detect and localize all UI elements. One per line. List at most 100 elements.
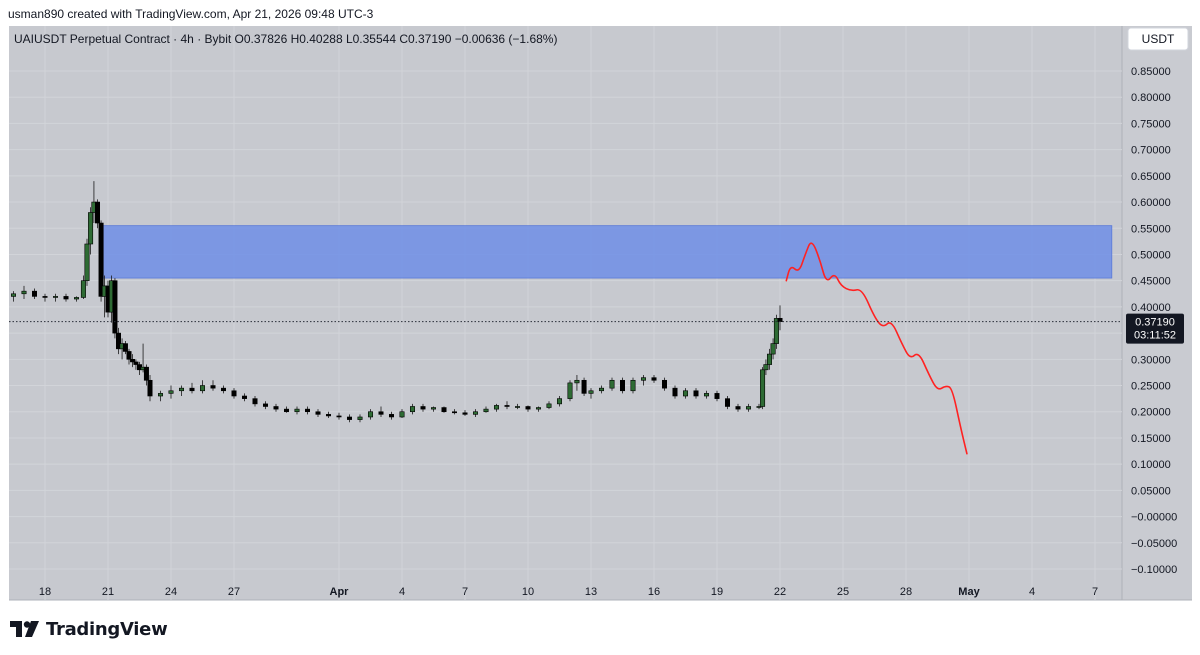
- candle: [262, 401, 268, 410]
- candle-body-down: [133, 361, 139, 365]
- candle: [158, 390, 164, 402]
- x-tick-label: May: [958, 586, 980, 598]
- candle: [567, 380, 573, 402]
- candle: [74, 296, 80, 302]
- candle-body-down: [112, 280, 118, 334]
- y-tick-label: 0.85000: [1131, 66, 1171, 78]
- candle: [504, 401, 510, 410]
- candle-body-up: [179, 387, 185, 392]
- candle-body-up: [546, 403, 552, 408]
- y-tick-label: 0.15000: [1131, 433, 1171, 445]
- bar-countdown: 03:11:52: [1134, 330, 1176, 342]
- x-tick-label: 13: [585, 586, 597, 598]
- candle: [409, 403, 415, 415]
- candle-body-up: [574, 379, 580, 384]
- y-tick-label: 0.60000: [1131, 197, 1171, 209]
- y-tick-label: −0.05000: [1131, 538, 1177, 550]
- candle-body-up: [703, 393, 709, 397]
- candle: [179, 385, 185, 397]
- candle-body-down: [346, 416, 352, 420]
- candle: [388, 411, 394, 420]
- candle: [21, 285, 27, 300]
- candle-body-down: [315, 411, 321, 415]
- candle-body-up: [21, 290, 27, 295]
- candle-body-down: [273, 406, 279, 410]
- candle-body-up: [609, 379, 615, 389]
- candle-body-down: [283, 408, 289, 413]
- currency-button[interactable]: USDT: [1127, 27, 1189, 51]
- candle-body-down: [714, 393, 720, 399]
- candle: [210, 380, 216, 391]
- candle: [126, 348, 132, 365]
- candle-body-up: [535, 407, 541, 410]
- candle: [581, 377, 587, 397]
- candle: [11, 291, 17, 302]
- candle-body-down: [31, 290, 37, 297]
- x-tick-label: 16: [648, 586, 660, 598]
- candle-body-up: [773, 318, 779, 344]
- candle-body-up: [756, 406, 762, 408]
- y-tick-label: 0.20000: [1131, 407, 1171, 419]
- candle-body-down: [98, 222, 104, 297]
- candle: [451, 409, 457, 415]
- y-tick-label: −0.00000: [1131, 512, 1177, 524]
- candle-body-down: [210, 385, 216, 389]
- candle-body-up: [588, 390, 594, 394]
- candle: [283, 406, 289, 413]
- candle: [420, 403, 426, 412]
- candle: [143, 364, 149, 386]
- y-tick-label: 0.05000: [1131, 485, 1171, 497]
- candle-body-down: [651, 377, 657, 381]
- candle: [378, 406, 384, 417]
- candle-body-down: [122, 343, 128, 352]
- x-tick-label: 18: [39, 586, 51, 598]
- tradingview-logo-icon: [10, 621, 39, 637]
- candle: [168, 385, 174, 399]
- candle-body-down: [252, 398, 258, 405]
- candle: [147, 375, 153, 402]
- tradingview-logo: TradingView: [10, 618, 168, 640]
- candle: [462, 410, 468, 416]
- candle: [200, 380, 206, 394]
- candle: [598, 385, 604, 394]
- candle-body-down: [325, 414, 331, 417]
- candle-body-down: [95, 201, 101, 224]
- candle: [773, 314, 779, 349]
- candle: [525, 405, 531, 412]
- candle: [640, 375, 646, 386]
- candle-body-up: [158, 393, 164, 397]
- candle: [367, 409, 373, 420]
- candle: [304, 406, 310, 415]
- candle-body-down: [378, 411, 384, 415]
- candle-body-down: [126, 351, 132, 360]
- candle-body-down: [451, 411, 457, 414]
- candle: [122, 340, 128, 355]
- candle-body-up: [430, 407, 436, 410]
- x-tick-label: 7: [462, 586, 468, 598]
- candle-body-down: [693, 390, 699, 397]
- x-tick-label: 4: [1029, 586, 1035, 598]
- candle-body-up: [52, 296, 58, 298]
- candle-body-down: [504, 405, 510, 407]
- candle-body-down: [777, 317, 783, 322]
- candle-body-up: [630, 379, 636, 392]
- candle: [546, 401, 552, 410]
- last-price-value: 0.37190: [1135, 317, 1175, 329]
- candle: [745, 403, 751, 412]
- candle: [703, 390, 709, 399]
- candle-body-down: [420, 406, 426, 410]
- candle-body-up: [88, 212, 94, 245]
- credit-header: usman890 created with TradingView.com, A…: [8, 7, 374, 21]
- x-tick-label: 22: [774, 586, 786, 598]
- candle-body-up: [357, 416, 363, 420]
- candle-body-up: [80, 280, 86, 298]
- candle-body-down: [619, 379, 625, 392]
- candle: [42, 293, 48, 302]
- candle: [130, 354, 136, 368]
- candle-body-up: [745, 406, 751, 410]
- candle: [770, 338, 776, 360]
- x-tick-label: 19: [711, 586, 723, 598]
- candle: [472, 409, 478, 417]
- candle-body-down: [672, 387, 678, 397]
